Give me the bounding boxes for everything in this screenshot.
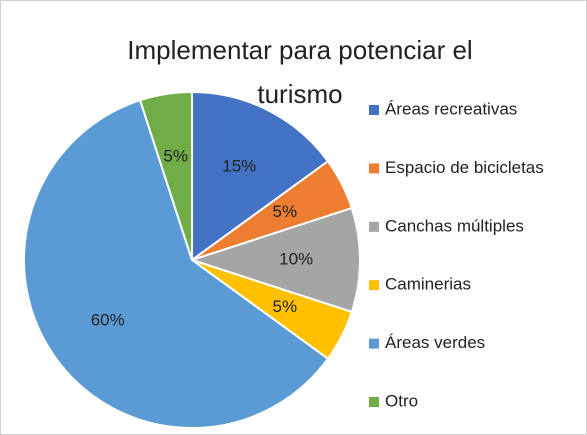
data-label: 15% [222, 157, 256, 176]
legend-swatch [369, 280, 379, 291]
legend-label: Canchas múltiples [385, 216, 524, 235]
legend-swatch [369, 221, 379, 232]
data-label: 5% [163, 147, 188, 166]
legend-swatch [369, 163, 379, 174]
pie-slice [138, 90, 193, 261]
legend-swatch [369, 105, 379, 115]
data-label: 5% [273, 297, 298, 316]
legend-swatch [369, 338, 379, 349]
legend-label: Áreas recreativas [385, 99, 517, 118]
legend-label: Otro [385, 391, 418, 410]
legend-label: Áreas verdes [385, 333, 485, 352]
legend-swatch [369, 397, 379, 407]
legend-label: Espacio de bicicletas [385, 158, 544, 177]
data-label: 10% [279, 249, 313, 268]
data-label: 60% [91, 311, 125, 330]
chart-title: Implementar para potenciar el turismo [127, 35, 473, 109]
pie-slice [188, 206, 361, 314]
data-label: 5% [273, 202, 298, 221]
pie-slice [191, 90, 330, 262]
pie-slice [23, 98, 330, 429]
legend-label: Caminerias [385, 275, 471, 294]
